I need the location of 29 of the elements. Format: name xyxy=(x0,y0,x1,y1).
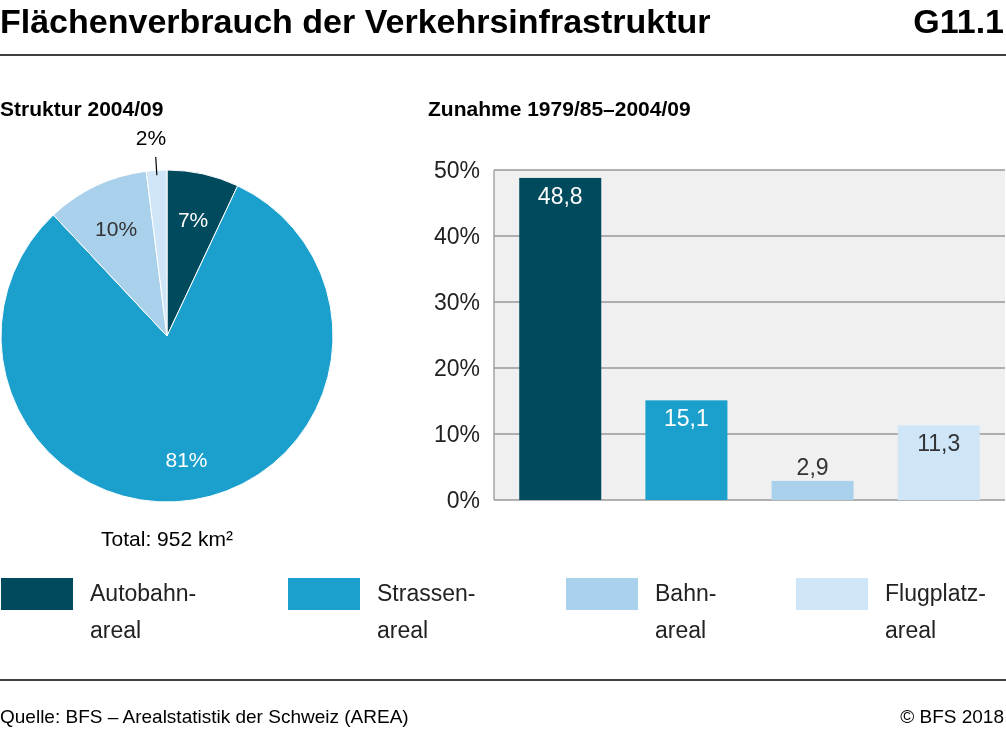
text: G11.1 xyxy=(913,2,1004,40)
bar xyxy=(645,400,728,500)
legend-label: Bahn- areal xyxy=(655,580,717,643)
bar xyxy=(519,177,602,500)
y-tick-label: 20% xyxy=(433,355,480,381)
legend-label: Strassen- areal xyxy=(377,580,476,643)
data-label: 10% xyxy=(95,216,138,240)
y-tick-label: 30% xyxy=(433,289,480,315)
bar xyxy=(771,480,854,500)
data-label: 11,3 xyxy=(917,430,961,457)
text: © BFS 2018 xyxy=(900,706,1004,727)
data-label: 48,8 xyxy=(537,182,583,209)
legend-label: Autobahn- areal xyxy=(90,580,197,643)
data-label: 7% xyxy=(177,208,209,232)
chart-title: Struktur 2004/09 xyxy=(0,97,164,120)
bar xyxy=(897,425,980,500)
data-label: 81% xyxy=(165,447,208,471)
data-label: 15,1 xyxy=(664,405,709,432)
source-note: Quelle: BFS – Arealstatistik der Schweiz (AREA) xyxy=(0,706,409,727)
y-tick-label: 50% xyxy=(433,157,480,183)
legend-label: Flugplatz- areal xyxy=(885,580,986,643)
y-tick-label: 0% xyxy=(446,487,480,513)
y-tick-label: 10% xyxy=(433,421,480,447)
chart-title: Zunahme 1979/85–2004/09 xyxy=(428,97,691,120)
y-tick-label: 40% xyxy=(433,223,480,249)
text: Total: 952 km² xyxy=(101,527,233,550)
data-label: 2% xyxy=(135,126,167,150)
data-label: 2,9 xyxy=(796,453,829,480)
text: Flächenverbrauch der Verkehrsinfrastruktur xyxy=(0,2,711,40)
